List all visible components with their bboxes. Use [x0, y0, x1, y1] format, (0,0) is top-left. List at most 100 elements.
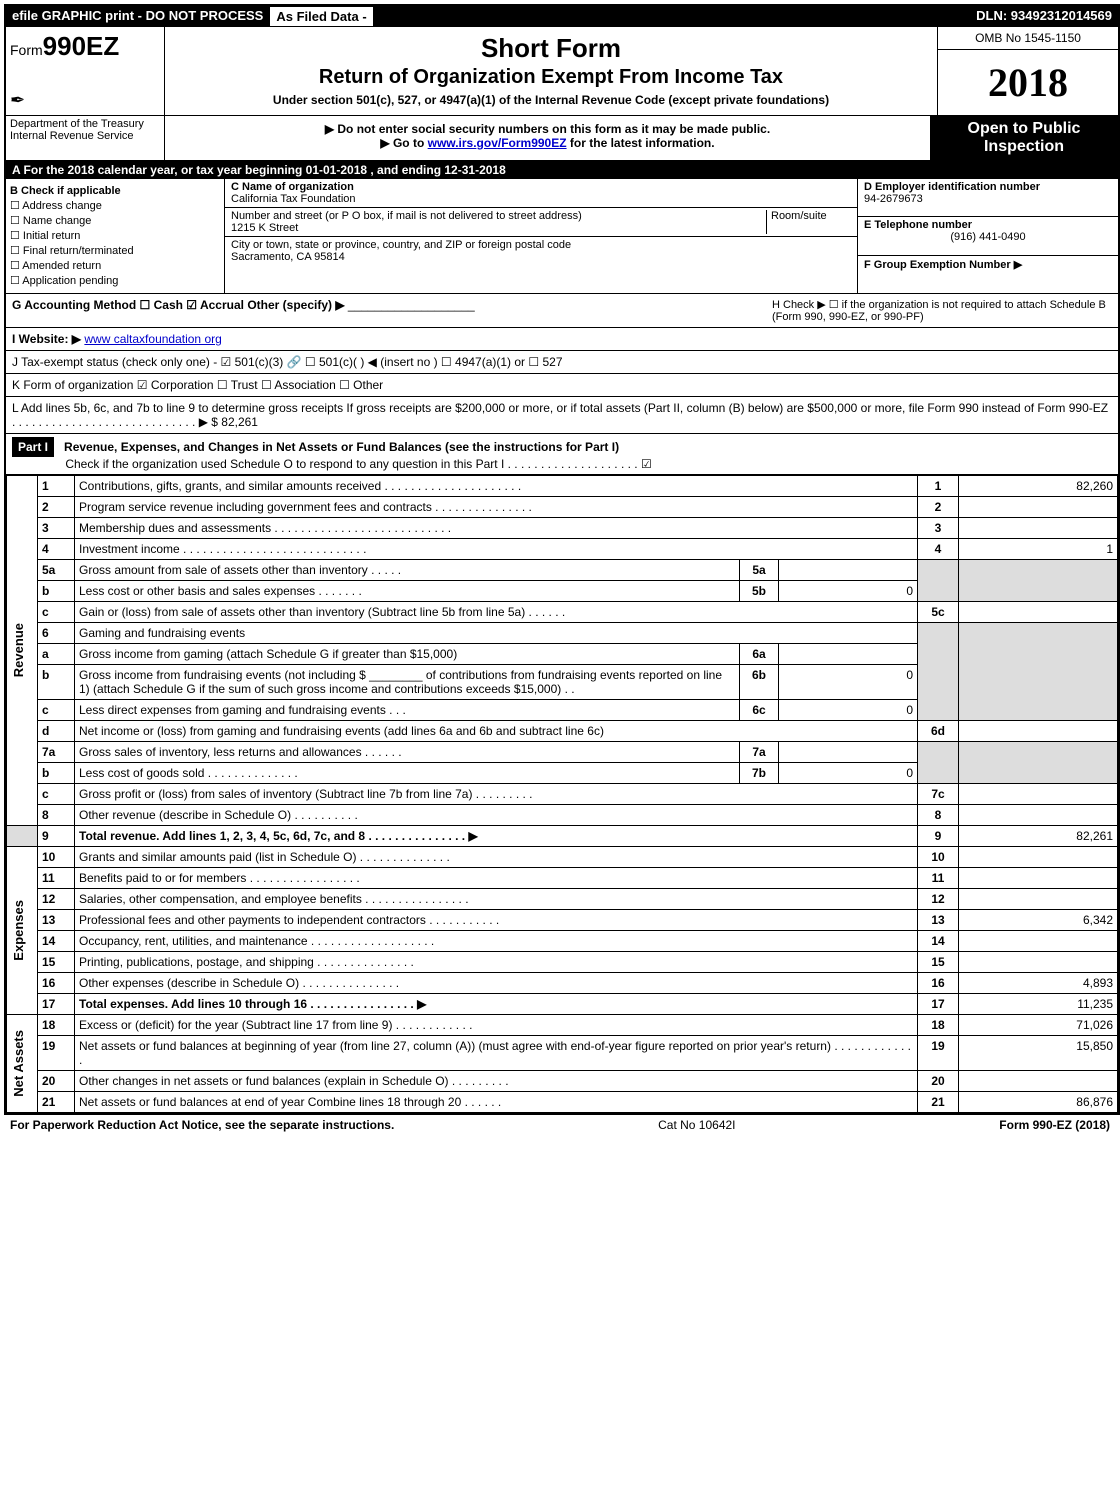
- table-row: 2 Program service revenue including gove…: [7, 497, 1118, 518]
- f-group: F Group Exemption Number ▶: [858, 256, 1118, 293]
- irs-link[interactable]: www.irs.gov/Form990EZ: [428, 136, 567, 150]
- d-label: D Employer identification number: [864, 181, 1112, 193]
- line-rval: 11,235: [959, 994, 1118, 1015]
- line-num: 18: [38, 1015, 75, 1036]
- open-to-public: Open to Public Inspection: [930, 116, 1118, 160]
- header: Form990EZ ✒ Short Form Return of Organiz…: [6, 27, 1118, 116]
- line-num: 11: [38, 868, 75, 889]
- line-subval: [779, 742, 918, 763]
- check-application-pending[interactable]: ☐ Application pending: [10, 274, 220, 287]
- irs-eagle-icon: ✒: [10, 90, 160, 111]
- line-rval: 1: [959, 539, 1118, 560]
- shaded-cell: [959, 742, 1118, 784]
- website-link[interactable]: www caltaxfoundation org: [84, 332, 221, 346]
- line-rval: [959, 868, 1118, 889]
- table-row: 11 Benefits paid to or for members . . .…: [7, 868, 1118, 889]
- check-initial-return[interactable]: ☐ Initial return: [10, 229, 220, 242]
- line-desc: Occupancy, rent, utilities, and maintena…: [75, 931, 918, 952]
- top-bar: efile GRAPHIC print - DO NOT PROCESS As …: [6, 6, 1118, 27]
- form-990ez-page: efile GRAPHIC print - DO NOT PROCESS As …: [4, 4, 1120, 1115]
- table-row: d Net income or (loss) from gaming and f…: [7, 721, 1118, 742]
- line-subnum: 5a: [740, 560, 779, 581]
- f-label: F Group Exemption Number ▶: [864, 258, 1112, 271]
- line-rnum: 19: [918, 1036, 959, 1071]
- check-address-change[interactable]: ☐ Address change: [10, 199, 220, 212]
- line-num: b: [38, 763, 75, 784]
- line-rnum: 12: [918, 889, 959, 910]
- row-a-tax-year: A For the 2018 calendar year, or tax yea…: [6, 161, 1118, 179]
- d-value: 94-2679673: [864, 193, 1112, 205]
- line-rnum: 18: [918, 1015, 959, 1036]
- line-num: 5a: [38, 560, 75, 581]
- check-name-change[interactable]: ☐ Name change: [10, 214, 220, 227]
- line-subnum: 5b: [740, 581, 779, 602]
- row-i-website: I Website: ▶ www caltaxfoundation org: [6, 328, 1118, 351]
- line-rnum: 2: [918, 497, 959, 518]
- footer-left: For Paperwork Reduction Act Notice, see …: [10, 1118, 394, 1132]
- table-row: 15 Printing, publications, postage, and …: [7, 952, 1118, 973]
- check-amended-return[interactable]: ☐ Amended return: [10, 259, 220, 272]
- line-num: 9: [38, 826, 75, 847]
- expenses-section-label: Expenses: [7, 847, 38, 1015]
- line-desc: Other expenses (describe in Schedule O) …: [75, 973, 918, 994]
- footer-right: Form 990-EZ (2018): [999, 1118, 1110, 1132]
- table-row: 7a Gross sales of inventory, less return…: [7, 742, 1118, 763]
- line-desc: Benefits paid to or for members . . . . …: [75, 868, 918, 889]
- line-rval: [959, 784, 1118, 805]
- line-rnum: 13: [918, 910, 959, 931]
- spacer: [7, 826, 38, 847]
- line-num: b: [38, 581, 75, 602]
- line-subnum: 6a: [740, 644, 779, 665]
- part-1-check: Check if the organization used Schedule …: [65, 457, 651, 471]
- line-num: 3: [38, 518, 75, 539]
- line-desc: Investment income . . . . . . . . . . . …: [75, 539, 918, 560]
- table-row: c Gain or (loss) from sale of assets oth…: [7, 602, 1118, 623]
- column-b-checkboxes: B Check if applicable ☐ Address change ☐…: [6, 179, 225, 293]
- form-prefix: Form: [10, 42, 43, 58]
- line-num: c: [38, 602, 75, 623]
- line-subval: [779, 644, 918, 665]
- line-num: 21: [38, 1092, 75, 1113]
- line-rval: [959, 931, 1118, 952]
- line-desc: Gross income from fundraising events (no…: [75, 665, 740, 700]
- check-final-return[interactable]: ☐ Final return/terminated: [10, 244, 220, 257]
- line-desc: Net assets or fund balances at beginning…: [75, 1036, 918, 1071]
- line-rval: 15,850: [959, 1036, 1118, 1071]
- table-row: 13 Professional fees and other payments …: [7, 910, 1118, 931]
- dln-label: DLN: 93492312014569: [970, 6, 1118, 27]
- c-name-label: C Name of organization: [231, 181, 851, 193]
- header-left: Form990EZ ✒: [6, 27, 165, 115]
- line-rnum: 3: [918, 518, 959, 539]
- tax-year: 2018: [938, 50, 1118, 115]
- c-city-row: City or town, state or province, country…: [225, 237, 857, 265]
- header-center: Short Form Return of Organization Exempt…: [165, 27, 937, 115]
- line-rval: 71,026: [959, 1015, 1118, 1036]
- line-desc: Total revenue. Add lines 1, 2, 3, 4, 5c,…: [75, 826, 918, 847]
- line-num: a: [38, 644, 75, 665]
- line-subval: [779, 560, 918, 581]
- line-subval: 0: [779, 665, 918, 700]
- e-phone: E Telephone number (916) 441-0490: [858, 217, 1118, 255]
- line-desc: Other revenue (describe in Schedule O) .…: [75, 805, 918, 826]
- line-desc: Professional fees and other payments to …: [75, 910, 918, 931]
- line-rnum: 4: [918, 539, 959, 560]
- line-rnum: 8: [918, 805, 959, 826]
- line-rval: [959, 889, 1118, 910]
- column-d-e-f: D Employer identification number 94-2679…: [857, 179, 1118, 293]
- row-g-h: G Accounting Method ☐ Cash ☑ Accrual Oth…: [6, 294, 1118, 328]
- efile-label: efile GRAPHIC print - DO NOT PROCESS: [6, 6, 269, 27]
- line-rval: [959, 721, 1118, 742]
- line-rval: [959, 952, 1118, 973]
- shaded-cell: [918, 560, 959, 602]
- line-subnum: 7a: [740, 742, 779, 763]
- c-city-label: City or town, state or province, country…: [231, 239, 851, 251]
- line-subnum: 7b: [740, 763, 779, 784]
- warnings: ▶ Do not enter social security numbers o…: [165, 116, 930, 160]
- table-row: 12 Salaries, other compensation, and emp…: [7, 889, 1118, 910]
- line-desc: Gross profit or (loss) from sales of inv…: [75, 784, 918, 805]
- part-1-heading: Revenue, Expenses, and Changes in Net As…: [64, 440, 619, 454]
- table-row: Net Assets 18 Excess or (deficit) for th…: [7, 1015, 1118, 1036]
- line-desc: Other changes in net assets or fund bala…: [75, 1071, 918, 1092]
- shaded-cell: [959, 623, 1118, 721]
- g-accounting: G Accounting Method ☐ Cash ☑ Accrual Oth…: [12, 298, 772, 323]
